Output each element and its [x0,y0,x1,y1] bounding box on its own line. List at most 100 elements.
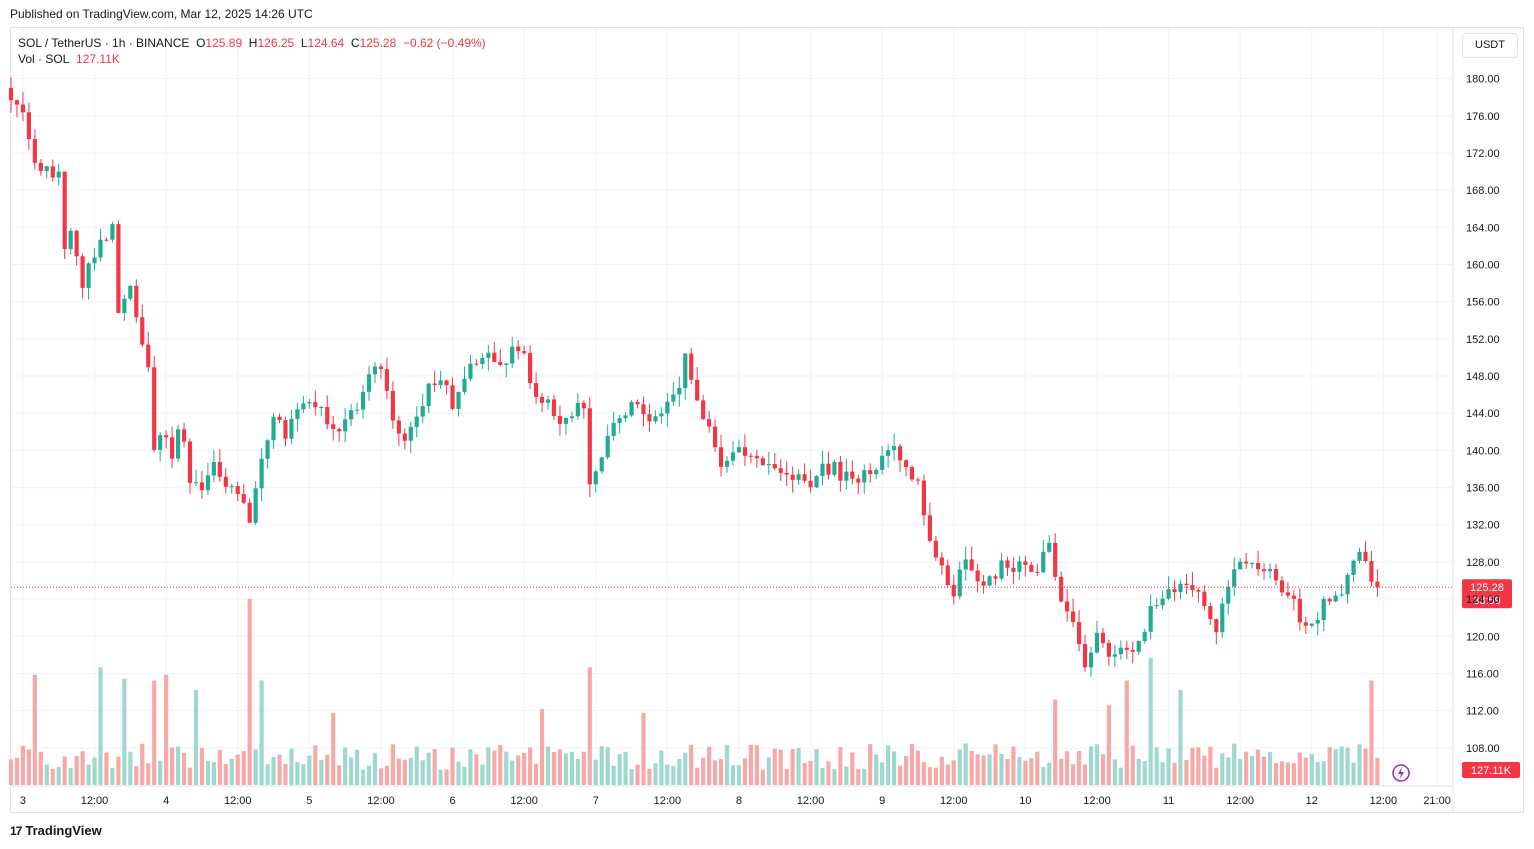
candle-body [444,380,449,386]
volume-bar [1166,748,1171,785]
candle-body [360,391,366,410]
volume-bar [844,766,849,785]
volume-bar [1005,759,1010,785]
currency-button[interactable]: USDT [1462,33,1518,58]
price-tick-label: 180.00 [1466,74,1500,86]
volume-bar [724,745,730,785]
volume-bar [1285,762,1290,785]
volume-bar [1172,762,1177,785]
volume-label[interactable]: Vol · SOL [18,52,70,66]
volume-bar [271,756,276,785]
volume-bar [808,760,813,785]
price-tick-label: 144.00 [1466,408,1500,420]
time-tick-label: 12:00 [1226,795,1254,807]
candle-body [38,162,43,171]
candle-body [1190,585,1195,591]
volume-bar [80,751,85,785]
volume-bar [1071,764,1076,785]
volume-bar [1375,757,1380,785]
candle-body [1035,571,1040,573]
volume-bar [86,764,91,785]
volume-bar [390,744,395,785]
candle-body [1160,598,1165,606]
volume-bar [1035,751,1040,785]
volume-bar [897,765,903,785]
volume-bar [903,755,909,785]
candle-body [850,471,855,479]
volume-bar [993,744,998,785]
candle-body [808,480,813,488]
candle-body [1220,603,1225,633]
candle-body [1106,643,1111,657]
volume-bar [838,746,843,785]
volume-bar [1273,763,1279,785]
candle-body [420,406,425,417]
candle-body [1363,551,1368,562]
candle-body [134,285,139,318]
candle-body [1136,640,1141,652]
volume-bar [1154,747,1159,785]
candle-body [229,486,234,488]
last-volume-badge [1462,762,1520,778]
volume-bar [1178,690,1183,785]
low-label: L [300,36,308,50]
time-tick-label: 5 [306,795,312,807]
candle-body [915,479,921,481]
volume-bars [8,598,1380,785]
tradingview-logo[interactable]: 17 TradingView [10,823,102,838]
volume-bar [718,759,724,785]
candle-body [563,417,569,424]
candle-body [951,585,956,597]
volume-bar [301,764,306,785]
volume-bar [1202,755,1207,785]
volume-bar [140,743,145,785]
volume-bar [826,761,831,785]
volume-bar [1232,743,1237,785]
volume-bar [68,767,73,785]
candle-body [450,385,455,409]
volume-bar [1190,747,1195,785]
candle-body [486,352,491,358]
candle-body [1369,561,1374,582]
candle-body [683,353,688,389]
volume-bar [951,760,956,785]
volume-bar [1184,760,1189,785]
candle-body [1333,595,1338,602]
candle-body [617,418,622,423]
volume-bar [623,751,628,785]
symbol-label[interactable]: SOL / TetherUS · 1h · BINANCE [18,36,190,50]
volume-bar [14,757,20,785]
candle-body [945,565,950,586]
close-label: C [350,36,360,50]
candle-body [874,469,879,475]
candle-body [1154,605,1159,607]
volume-bar [701,757,706,785]
candle-body [307,402,312,404]
volume-bar [1357,744,1362,785]
volume-bar [259,680,264,785]
candle-body [289,418,294,439]
last-volume-label: 127.11K [1471,765,1512,777]
candle-body [999,560,1004,579]
candle-body [754,455,759,459]
volume-bar [1017,756,1022,785]
volume-bar [1124,680,1129,785]
volume-bar [205,761,210,785]
candle-body [217,462,222,477]
candle-body [1202,591,1207,607]
volume-bar [921,762,927,785]
candle-body [313,402,318,408]
candle-body [1351,560,1356,575]
candle-body [551,399,557,416]
candle-body [1267,568,1273,572]
candle-body [760,458,765,466]
volume-bar [319,759,324,785]
candle-body [1053,542,1058,577]
candle-body [826,463,831,475]
volume-bar [444,769,449,785]
volume-bar [1321,761,1326,785]
price-tick-label: 108.00 [1466,743,1500,755]
candle-body [707,419,712,427]
candle-body [1321,598,1326,620]
